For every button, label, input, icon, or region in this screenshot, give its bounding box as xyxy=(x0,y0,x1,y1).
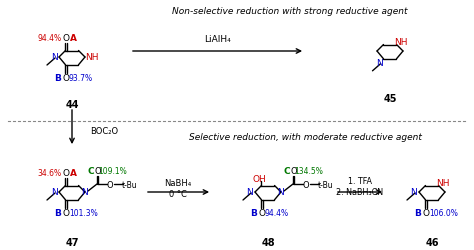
Text: NH: NH xyxy=(436,178,449,187)
Text: OH: OH xyxy=(253,174,266,183)
Text: B: B xyxy=(54,208,61,217)
Text: NH: NH xyxy=(85,53,99,62)
Text: O: O xyxy=(259,208,266,217)
Text: 48: 48 xyxy=(261,237,275,247)
Text: N: N xyxy=(376,59,383,68)
Text: 101.3%: 101.3% xyxy=(69,208,98,217)
Text: 134.5%: 134.5% xyxy=(294,167,323,176)
Text: 1. TFA: 1. TFA xyxy=(348,176,372,185)
Text: O: O xyxy=(94,167,101,176)
Text: N: N xyxy=(278,188,284,197)
Text: N: N xyxy=(51,53,57,62)
Text: 34.6%: 34.6% xyxy=(37,168,62,177)
Text: O: O xyxy=(107,180,113,189)
Text: B: B xyxy=(414,208,421,217)
Text: 45: 45 xyxy=(383,94,397,104)
Text: N: N xyxy=(410,188,418,197)
Text: 0 °C: 0 °C xyxy=(169,190,187,199)
Text: 94.4%: 94.4% xyxy=(264,208,289,217)
Text: LiAlH₄: LiAlH₄ xyxy=(205,35,231,44)
Text: 47: 47 xyxy=(65,237,79,247)
Text: B: B xyxy=(250,208,257,217)
Text: t-Bu: t-Bu xyxy=(318,180,334,189)
Text: t-Bu: t-Bu xyxy=(122,180,138,189)
Text: 94.4%: 94.4% xyxy=(37,34,62,43)
Text: BOC₂O: BOC₂O xyxy=(90,126,118,135)
Text: C: C xyxy=(283,167,290,176)
Text: N: N xyxy=(51,188,57,197)
Text: 93.7%: 93.7% xyxy=(68,74,92,83)
Text: Selective reduction, with moderate reductive agent: Selective reduction, with moderate reduc… xyxy=(189,133,421,142)
Text: NaBH₄: NaBH₄ xyxy=(164,178,191,187)
Text: N: N xyxy=(246,188,254,197)
Text: O: O xyxy=(63,168,70,177)
Text: N: N xyxy=(82,188,88,197)
Text: 109.1%: 109.1% xyxy=(99,167,128,176)
Text: Non-selective reduction with strong reductive agent: Non-selective reduction with strong redu… xyxy=(172,8,408,16)
Text: O: O xyxy=(63,208,70,217)
Text: O: O xyxy=(290,167,297,176)
Text: 44: 44 xyxy=(65,100,79,110)
Text: O: O xyxy=(63,74,70,83)
Text: 46: 46 xyxy=(425,237,439,247)
Text: 106.0%: 106.0% xyxy=(429,208,458,217)
Text: A: A xyxy=(70,168,77,177)
Text: A: A xyxy=(70,34,77,43)
Text: O: O xyxy=(303,180,310,189)
Text: 2. NaBH₃CN: 2. NaBH₃CN xyxy=(337,188,383,197)
Text: C: C xyxy=(88,167,94,176)
Text: B: B xyxy=(54,74,61,83)
Text: NH: NH xyxy=(394,38,407,47)
Text: O: O xyxy=(63,34,70,43)
Text: O: O xyxy=(423,208,430,217)
